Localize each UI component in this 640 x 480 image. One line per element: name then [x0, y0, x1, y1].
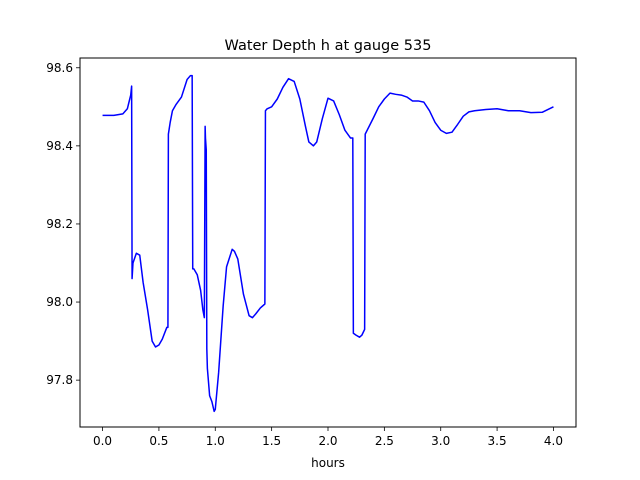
x-tick-label: 2.0	[318, 434, 337, 448]
y-tick-label: 98.0	[46, 295, 73, 309]
plot-area	[102, 74, 554, 413]
y-tick-label: 98.2	[46, 217, 73, 231]
x-tick-label: 0.0	[93, 434, 112, 448]
axes-frame	[79, 57, 577, 428]
x-tick-label: 1.5	[262, 434, 281, 448]
x-tick-label: 1.0	[206, 434, 225, 448]
x-tick-label: 2.5	[375, 434, 394, 448]
y-tick-label: 98.4	[46, 139, 73, 153]
x-axis: 0.0 0.5 1.0 1.5 2.0 2.5 3.0 3.5 4.0	[93, 427, 563, 448]
y-tick-label: 97.8	[46, 373, 73, 387]
chart-title: Water Depth h at gauge 535	[225, 38, 432, 54]
y-tick-label: 98.6	[46, 61, 73, 75]
x-tick-label: 0.5	[149, 434, 168, 448]
series-line-0	[102, 74, 554, 413]
y-axis: 97.8 98.0 98.2 98.4 98.6	[46, 61, 80, 387]
x-tick-label: 3.0	[431, 434, 450, 448]
x-tick-label: 4.0	[544, 434, 563, 448]
x-tick-label: 3.5	[488, 434, 507, 448]
x-axis-label: hours	[311, 456, 345, 470]
